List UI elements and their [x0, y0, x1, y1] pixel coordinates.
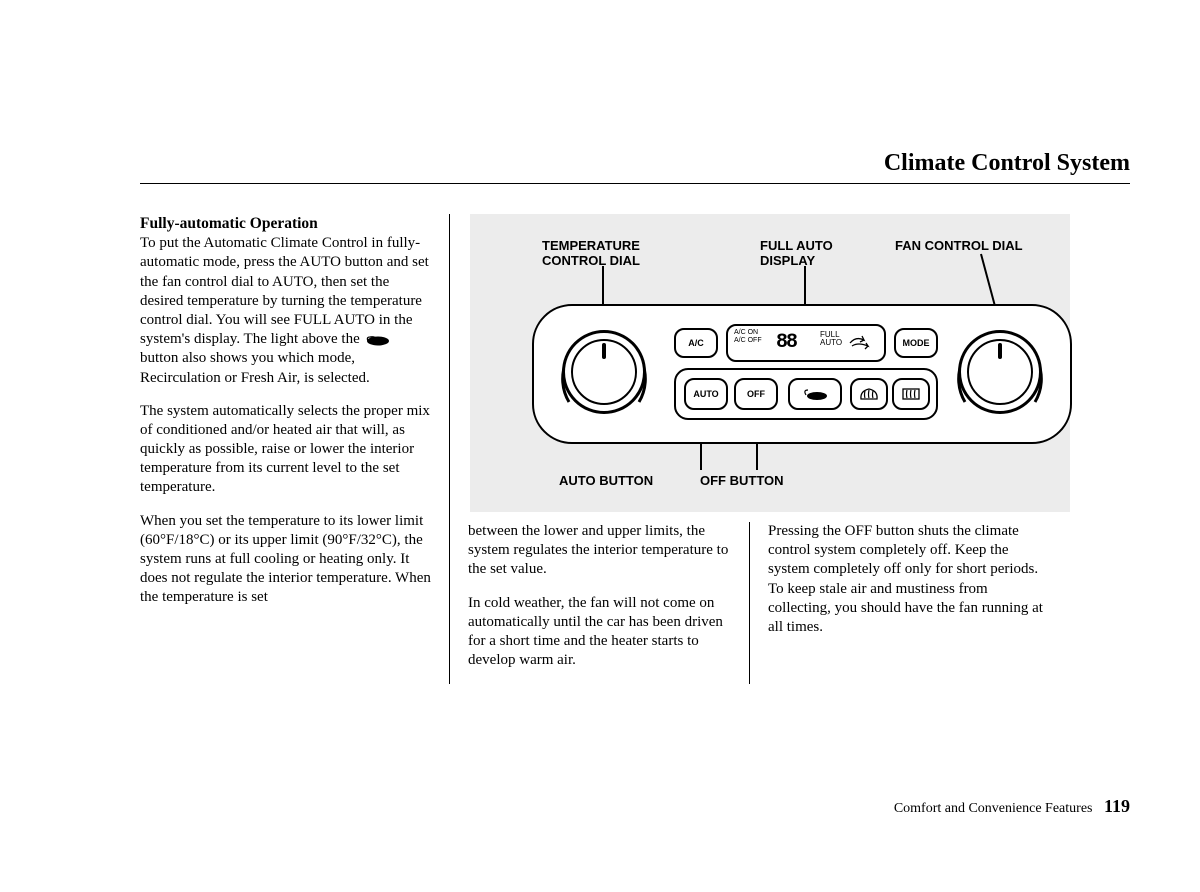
mode-button: MODE — [894, 328, 938, 358]
label-fan-control-dial: FAN CONTROL DIAL — [895, 239, 1023, 254]
body-text: Pressing the OFF button shuts the climat… — [768, 522, 1050, 637]
body-text: between the lower and upper limits, the … — [468, 522, 731, 580]
body-text: button also shows you which mode, Recirc… — [140, 350, 370, 385]
label-temperature-dial: TEMPERATURECONTROL DIAL — [542, 239, 640, 269]
front-defrost-button — [850, 378, 888, 410]
label-full-auto-display: FULL AUTODISPLAY — [760, 239, 833, 269]
page-number: 119 — [1104, 796, 1130, 816]
auto-button: AUTO — [684, 378, 728, 410]
airflow-icon — [848, 334, 876, 355]
column-3: Pressing the OFF button shuts the climat… — [750, 522, 1050, 684]
temperature-dial — [562, 330, 646, 414]
content-area: Fully-automatic Operation To put the Aut… — [140, 214, 1130, 684]
recirculation-button — [788, 378, 842, 410]
label-auto-button: AUTO BUTTON — [559, 474, 653, 489]
rear-defrost-button — [892, 378, 930, 410]
car-recirc-icon — [800, 386, 830, 402]
body-text: To put the Automatic Climate Control in … — [140, 235, 429, 347]
body-text: In cold weather, the fan will not come o… — [468, 594, 731, 671]
off-button: OFF — [734, 378, 778, 410]
recirculation-icon — [364, 333, 392, 347]
fan-dial — [958, 330, 1042, 414]
lcd-display: A/C ON A/C OFF 88 FULLAUTO — [726, 324, 886, 362]
body-text: The system automatically selects the pro… — [140, 402, 431, 498]
leader-line — [980, 254, 997, 311]
page-footer: Comfort and Convenience Features 119 — [894, 796, 1130, 817]
section-subhead: Fully-automatic Operation — [140, 215, 318, 232]
section-name: Comfort and Convenience Features — [894, 801, 1093, 816]
label-off-button: OFF BUTTON — [700, 474, 784, 489]
body-text: When you set the temperature to its lowe… — [140, 512, 431, 608]
page-title: Climate Control System — [140, 150, 1130, 184]
column-2: between the lower and upper limits, the … — [450, 522, 750, 684]
ac-button: A/C — [674, 328, 718, 358]
defrost-front-icon — [858, 385, 880, 403]
column-1: Fully-automatic Operation To put the Aut… — [140, 214, 450, 684]
control-panel: A/C A/C ON A/C OFF 88 FULLAUTO MODE AUTO… — [532, 304, 1072, 444]
defrost-rear-icon — [900, 385, 922, 403]
climate-control-diagram: TEMPERATURECONTROL DIAL FULL AUTODISPLAY… — [470, 214, 1070, 512]
